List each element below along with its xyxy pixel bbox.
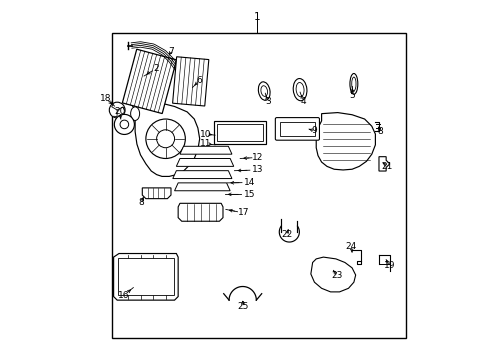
Circle shape [120, 120, 128, 129]
Ellipse shape [258, 82, 269, 100]
Polygon shape [378, 157, 389, 171]
Circle shape [114, 114, 134, 134]
Text: 7: 7 [168, 47, 174, 56]
Text: 11: 11 [200, 139, 211, 148]
Text: 14: 14 [244, 178, 255, 187]
Text: 6: 6 [196, 76, 202, 85]
Ellipse shape [130, 107, 139, 121]
Text: 24: 24 [345, 242, 356, 251]
FancyBboxPatch shape [275, 118, 319, 140]
Polygon shape [310, 257, 355, 292]
Ellipse shape [349, 73, 357, 94]
Bar [217, 124, 263, 141]
Text: 23: 23 [331, 271, 342, 280]
Text: 15: 15 [244, 190, 255, 199]
Polygon shape [180, 146, 231, 154]
Bar [279, 122, 314, 136]
Ellipse shape [296, 82, 304, 97]
Text: 9: 9 [311, 126, 317, 135]
Bar [118, 258, 174, 296]
Ellipse shape [351, 77, 355, 91]
Bar [112, 33, 405, 338]
Polygon shape [178, 203, 223, 221]
Bar [214, 121, 265, 144]
Polygon shape [316, 113, 375, 170]
Circle shape [145, 119, 185, 158]
Text: 18: 18 [100, 94, 111, 103]
Text: 13: 13 [252, 166, 264, 175]
Polygon shape [142, 188, 171, 199]
Text: 3: 3 [264, 97, 270, 106]
Circle shape [156, 130, 174, 148]
Bar [172, 57, 208, 106]
Text: 25: 25 [237, 302, 248, 311]
Polygon shape [131, 101, 199, 176]
Text: 19: 19 [383, 261, 395, 270]
Ellipse shape [293, 78, 306, 101]
Polygon shape [172, 171, 231, 179]
Text: 12: 12 [252, 153, 263, 162]
Ellipse shape [261, 86, 267, 96]
Polygon shape [174, 183, 230, 191]
Bar [122, 49, 176, 113]
Text: 20: 20 [114, 107, 125, 116]
Text: 5: 5 [348, 91, 354, 100]
Text: 8: 8 [376, 127, 382, 136]
Text: 1: 1 [253, 12, 260, 22]
Text: 22: 22 [281, 230, 292, 239]
Polygon shape [113, 253, 178, 300]
Text: 17: 17 [238, 208, 249, 217]
Text: 4: 4 [300, 97, 306, 106]
Polygon shape [176, 158, 233, 166]
Circle shape [109, 102, 125, 118]
Text: 16: 16 [118, 291, 129, 300]
Text: 21: 21 [381, 162, 392, 171]
Text: 2: 2 [154, 64, 159, 73]
Text: 8: 8 [139, 198, 144, 207]
Text: 10: 10 [200, 130, 211, 139]
